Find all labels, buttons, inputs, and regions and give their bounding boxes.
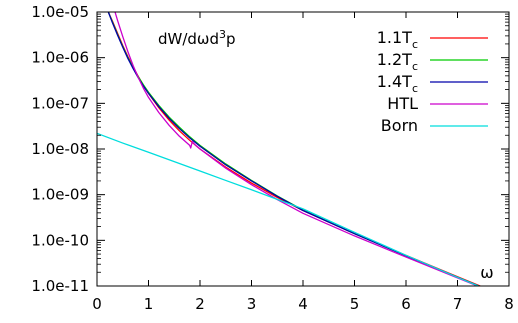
x-tick-label: 5 (350, 295, 360, 313)
x-tick-label: 7 (453, 295, 463, 313)
x-tick-label: 6 (401, 295, 411, 313)
series-line-1-2t-1 (107, 12, 481, 286)
y-tick-label: 1.0e-06 (31, 49, 89, 67)
series-layer (97, 12, 482, 286)
series-line-born-4 (97, 132, 481, 286)
x-tick-label: 1 (144, 295, 154, 313)
labels-layer: 0 1 2 3 4 5 6 7 8 1.0e-11 1.0e-10 1.0e-09 1.0e-08 1.0… (31, 3, 513, 313)
plot-frame (96, 11, 510, 287)
x-tick-label: 4 (298, 295, 308, 313)
y-tick-label: 1.0e-05 (31, 3, 89, 21)
legend-label: 1.4Tc (377, 72, 418, 95)
axes-layer (96, 11, 510, 287)
y-tick-label: 1.0e-10 (31, 231, 89, 249)
x-tick-label: 0 (92, 295, 102, 313)
x-tick-label: 3 (247, 295, 257, 313)
x-tick-label: 2 (195, 295, 205, 313)
legend-label: 1.1Tc (377, 28, 418, 51)
series-line-1-4t-2 (107, 12, 481, 286)
chart-title: dW/dωd3p (158, 28, 236, 48)
x-tick-label: 8 (504, 295, 514, 313)
legend-label: 1.2Tc (377, 50, 418, 73)
x-axis-label: ω (480, 263, 493, 282)
y-tick-label: 1.0e-07 (31, 94, 89, 112)
y-tick-label: 1.0e-08 (31, 140, 89, 158)
series-line-htl-3 (114, 12, 480, 286)
legend-label: HTL (387, 94, 418, 113)
series-line-1-1t-0 (107, 12, 482, 286)
y-tick-label: 1.0e-09 (31, 186, 89, 204)
legend-label: Born (381, 116, 418, 135)
y-tick-label: 1.0e-11 (31, 277, 89, 295)
